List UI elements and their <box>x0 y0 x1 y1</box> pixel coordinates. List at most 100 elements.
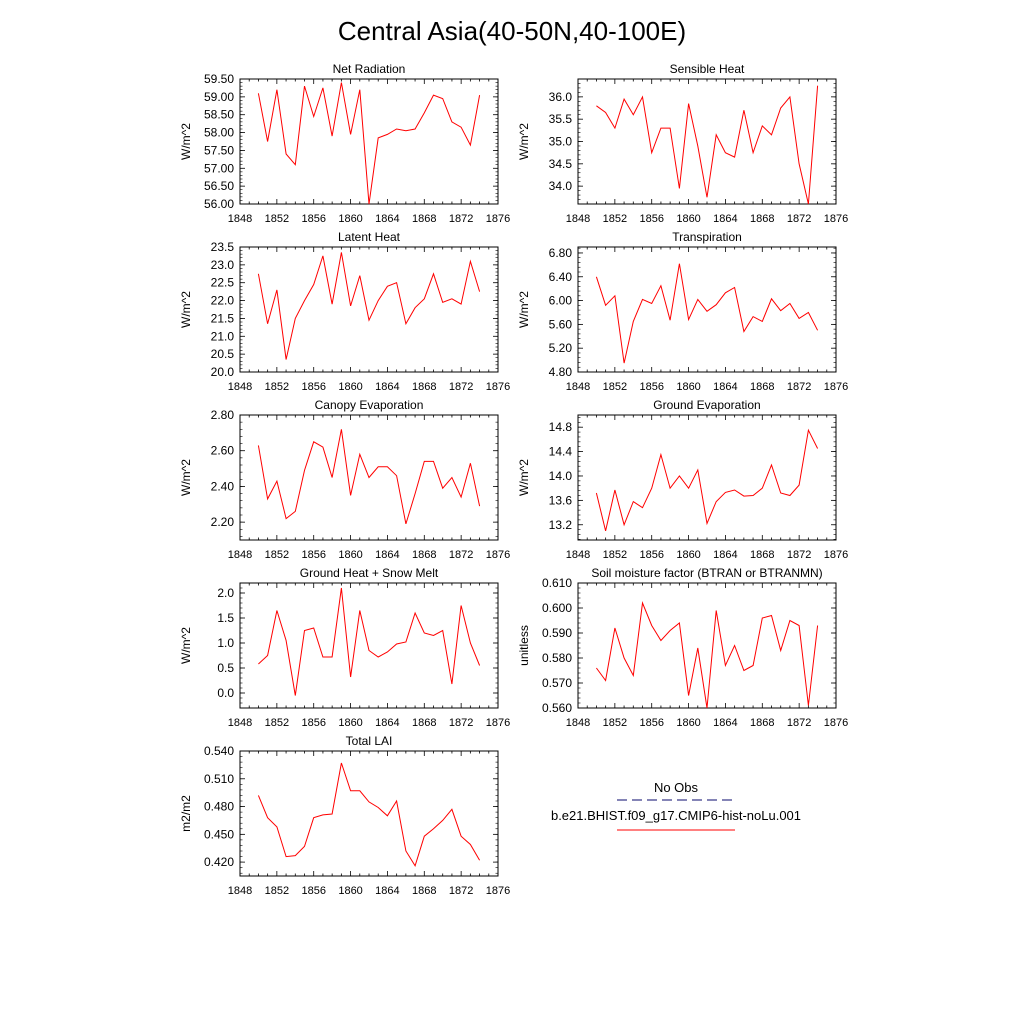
x-tick-label: 1876 <box>824 213 848 225</box>
y-tick-label: 2.80 <box>211 408 235 422</box>
x-tick-label: 1872 <box>787 717 811 729</box>
x-tick-label: 1852 <box>265 213 289 225</box>
x-tick-label: 1868 <box>750 717 774 729</box>
y-tick-label: 2.20 <box>211 515 235 529</box>
y-tick-label: 0.580 <box>542 651 572 665</box>
y-tick-label: 14.0 <box>549 469 573 483</box>
y-tick-label: 57.00 <box>204 161 234 175</box>
x-tick-label: 1848 <box>228 717 252 729</box>
x-tick-label: 1852 <box>265 381 289 393</box>
x-tick-label: 1876 <box>486 549 510 561</box>
y-tick-label: 20.0 <box>211 365 235 379</box>
y-tick-label: 34.5 <box>549 157 573 171</box>
series-line <box>595 601 819 709</box>
y-tick-label: 59.50 <box>204 72 234 86</box>
x-tick-label: 1856 <box>639 213 663 225</box>
y-tick-label: 1.5 <box>217 611 234 625</box>
x-tick-label: 1852 <box>265 885 289 897</box>
x-tick-label: 1852 <box>603 717 627 729</box>
x-tick-label: 1860 <box>338 717 362 729</box>
x-tick-label: 1856 <box>301 213 325 225</box>
y-tick-label: 0.420 <box>204 855 234 869</box>
x-tick-label: 1868 <box>412 381 436 393</box>
x-tick-label: 1864 <box>713 549 737 561</box>
legend-obs-label: No Obs <box>654 780 699 795</box>
x-tick-label: 1876 <box>824 717 848 729</box>
x-tick-label: 1864 <box>713 213 737 225</box>
y-axis-label: W/m^2 <box>179 123 193 160</box>
y-tick-label: 56.50 <box>204 179 234 193</box>
x-tick-label: 1876 <box>486 717 510 729</box>
y-tick-label: 14.4 <box>549 445 573 459</box>
x-tick-label: 1872 <box>787 213 811 225</box>
y-tick-label: 59.00 <box>204 90 234 104</box>
y-tick-label: 6.00 <box>549 294 573 308</box>
x-tick-label: 1876 <box>486 381 510 393</box>
x-tick-label: 1848 <box>228 213 252 225</box>
y-tick-label: 0.540 <box>204 744 234 758</box>
panel-soil-moisture-factor-btran-or-btranmn: Soil moisture factor (BTRAN or BTRANMN) 1… <box>517 566 848 729</box>
y-axis-label: W/m^2 <box>179 627 193 664</box>
series-line <box>596 85 819 205</box>
plot-frame <box>239 246 499 373</box>
y-tick-label: 58.50 <box>204 108 234 122</box>
x-tick-label: 1860 <box>338 885 362 897</box>
series-line <box>257 762 481 867</box>
y-tick-label: 23.0 <box>211 258 235 272</box>
x-tick-label: 1848 <box>566 213 590 225</box>
x-tick-label: 1864 <box>375 549 399 561</box>
panel-title: Ground Evaporation <box>653 398 760 412</box>
y-axis-label: unitless <box>517 625 531 666</box>
legend: No Obs b.e21.BHIST.f09_g17.CMIP6-hist-no… <box>551 780 801 831</box>
panel-canopy-evaporation: Canopy Evaporation 1848 1852 1856 1860 1864 18… <box>179 398 510 561</box>
x-tick-label: 1848 <box>228 381 252 393</box>
y-tick-label: 5.20 <box>549 341 573 355</box>
x-tick-label: 1856 <box>301 717 325 729</box>
x-tick-label: 1872 <box>449 213 473 225</box>
x-tick-label: 1860 <box>338 381 362 393</box>
panel-title: Net Radiation <box>333 62 406 76</box>
figure-title: Central Asia(40-50N,40-100E) <box>338 16 686 46</box>
x-tick-label: 1872 <box>787 381 811 393</box>
series-line <box>595 428 819 532</box>
y-tick-label: 0.600 <box>542 601 572 615</box>
x-tick-label: 1864 <box>375 885 399 897</box>
y-tick-label: 6.80 <box>549 246 573 260</box>
x-tick-label: 1868 <box>412 213 436 225</box>
x-tick-label: 1848 <box>566 717 590 729</box>
x-tick-label: 1864 <box>375 717 399 729</box>
x-tick-label: 1852 <box>603 549 627 561</box>
y-tick-label: 1.0 <box>217 636 234 650</box>
x-tick-label: 1852 <box>603 381 627 393</box>
y-tick-label: 0.480 <box>204 800 234 814</box>
x-tick-label: 1852 <box>603 213 627 225</box>
x-tick-label: 1852 <box>265 549 289 561</box>
plot-frame <box>577 582 837 709</box>
y-axis-label: m2/m2 <box>179 795 193 832</box>
x-tick-label: 1868 <box>750 381 774 393</box>
y-tick-label: 2.40 <box>211 479 235 493</box>
panel-title: Total LAI <box>346 734 393 748</box>
x-tick-label: 1848 <box>228 549 252 561</box>
x-tick-label: 1856 <box>639 549 663 561</box>
x-tick-label: 1872 <box>449 381 473 393</box>
x-tick-label: 1856 <box>301 381 325 393</box>
series-line <box>257 252 481 360</box>
y-tick-label: 0.0 <box>217 686 234 700</box>
y-tick-label: 4.80 <box>549 365 573 379</box>
y-tick-label: 36.0 <box>549 90 573 104</box>
x-tick-label: 1868 <box>412 885 436 897</box>
x-tick-label: 1876 <box>824 549 848 561</box>
series-line <box>595 263 819 364</box>
x-tick-label: 1868 <box>750 213 774 225</box>
x-tick-label: 1848 <box>566 381 590 393</box>
y-tick-label: 6.40 <box>549 270 573 284</box>
x-tick-label: 1860 <box>676 381 700 393</box>
plot-frame <box>577 78 837 205</box>
x-tick-label: 1868 <box>750 549 774 561</box>
y-axis-label: W/m^2 <box>517 459 531 496</box>
x-tick-label: 1864 <box>713 717 737 729</box>
x-tick-label: 1848 <box>228 885 252 897</box>
x-tick-label: 1872 <box>449 717 473 729</box>
x-tick-label: 1856 <box>639 717 663 729</box>
